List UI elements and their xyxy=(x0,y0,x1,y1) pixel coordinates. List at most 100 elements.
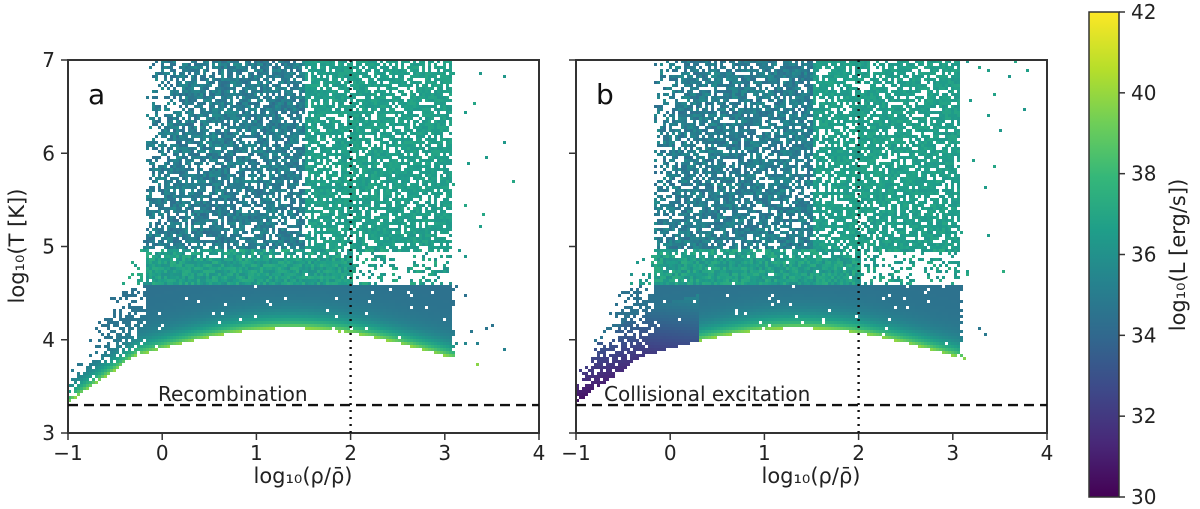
density-cell xyxy=(236,282,239,285)
density-cell xyxy=(137,282,140,285)
density-cell xyxy=(155,159,158,162)
density-cell xyxy=(146,147,149,150)
density-cell xyxy=(233,177,236,180)
density-cell xyxy=(161,189,164,192)
density-cell xyxy=(182,243,185,246)
density-cell xyxy=(185,294,188,297)
density-cell xyxy=(281,159,284,162)
density-cell xyxy=(299,234,302,237)
density-cell xyxy=(305,144,308,147)
density-cell xyxy=(110,357,113,360)
density-cell xyxy=(287,192,290,195)
density-cell xyxy=(278,264,281,267)
density-cell xyxy=(326,216,329,219)
density-cell xyxy=(323,225,326,228)
density-cell xyxy=(77,387,80,390)
density-cell xyxy=(233,81,236,84)
density-cell xyxy=(179,336,182,339)
density-cell xyxy=(269,324,272,327)
density-cell xyxy=(245,255,248,258)
density-cell xyxy=(329,105,332,108)
density-cell xyxy=(191,240,194,243)
density-cell xyxy=(200,234,203,237)
density-cell xyxy=(308,294,311,297)
density-cell xyxy=(221,264,224,267)
density-cell xyxy=(293,162,296,165)
density-cell xyxy=(302,63,305,66)
density-cell xyxy=(146,261,149,264)
density-cell xyxy=(284,324,287,327)
density-cell xyxy=(308,219,311,222)
density-cell xyxy=(188,120,191,123)
density-cell xyxy=(194,276,197,279)
density-cell xyxy=(248,324,251,327)
density-cell xyxy=(248,261,251,264)
density-cell xyxy=(248,303,251,306)
density-cell xyxy=(332,111,335,114)
density-cell xyxy=(266,183,269,186)
density-cell xyxy=(164,165,167,168)
density-cell xyxy=(203,240,206,243)
density-cell xyxy=(239,66,242,69)
density-cell xyxy=(176,270,179,273)
density-cell xyxy=(305,177,308,180)
density-cell xyxy=(329,147,332,150)
density-cell xyxy=(152,315,155,318)
density-cell xyxy=(167,321,170,324)
density-cell xyxy=(155,252,158,255)
density-cell xyxy=(176,204,179,207)
density-cell xyxy=(101,363,104,366)
density-cell xyxy=(248,144,251,147)
density-cell xyxy=(197,102,200,105)
density-cell xyxy=(164,180,167,183)
density-cell xyxy=(209,210,212,213)
density-cell xyxy=(281,189,284,192)
density-cell xyxy=(221,300,224,303)
density-cell xyxy=(155,123,158,126)
density-cell xyxy=(332,63,335,66)
density-cell xyxy=(164,294,167,297)
density-cell xyxy=(80,363,83,366)
density-cell xyxy=(164,195,167,198)
density-cell xyxy=(335,288,338,291)
density-cell xyxy=(221,234,224,237)
density-cell xyxy=(173,168,176,171)
density-cell xyxy=(239,168,242,171)
density-cell xyxy=(275,207,278,210)
density-cell xyxy=(233,192,236,195)
density-cell xyxy=(131,351,134,354)
density-cell xyxy=(290,189,293,192)
density-cell xyxy=(242,219,245,222)
density-cell xyxy=(194,174,197,177)
density-cell xyxy=(296,258,299,261)
density-cell xyxy=(182,186,185,189)
density-cell xyxy=(269,63,272,66)
density-cell xyxy=(290,246,293,249)
density-cell xyxy=(134,264,137,267)
density-cell xyxy=(134,348,137,351)
density-cell xyxy=(206,315,209,318)
density-cell xyxy=(284,321,287,324)
density-cell xyxy=(284,222,287,225)
density-cell xyxy=(287,90,290,93)
density-cell xyxy=(161,276,164,279)
density-cell xyxy=(173,186,176,189)
density-cell xyxy=(227,195,230,198)
density-cell xyxy=(200,132,203,135)
density-cell xyxy=(203,267,206,270)
density-cell xyxy=(326,72,329,75)
density-cell xyxy=(239,327,242,330)
density-cell xyxy=(134,354,137,357)
density-cell xyxy=(323,102,326,105)
density-cell xyxy=(170,297,173,300)
density-cell xyxy=(158,309,161,312)
density-cell xyxy=(305,117,308,120)
density-cell xyxy=(251,297,254,300)
density-cell xyxy=(146,273,149,276)
density-cell xyxy=(179,333,182,336)
density-cell xyxy=(170,135,173,138)
density-cell xyxy=(323,288,326,291)
density-cell xyxy=(275,300,278,303)
density-cell xyxy=(200,195,203,198)
density-cell xyxy=(161,81,164,84)
